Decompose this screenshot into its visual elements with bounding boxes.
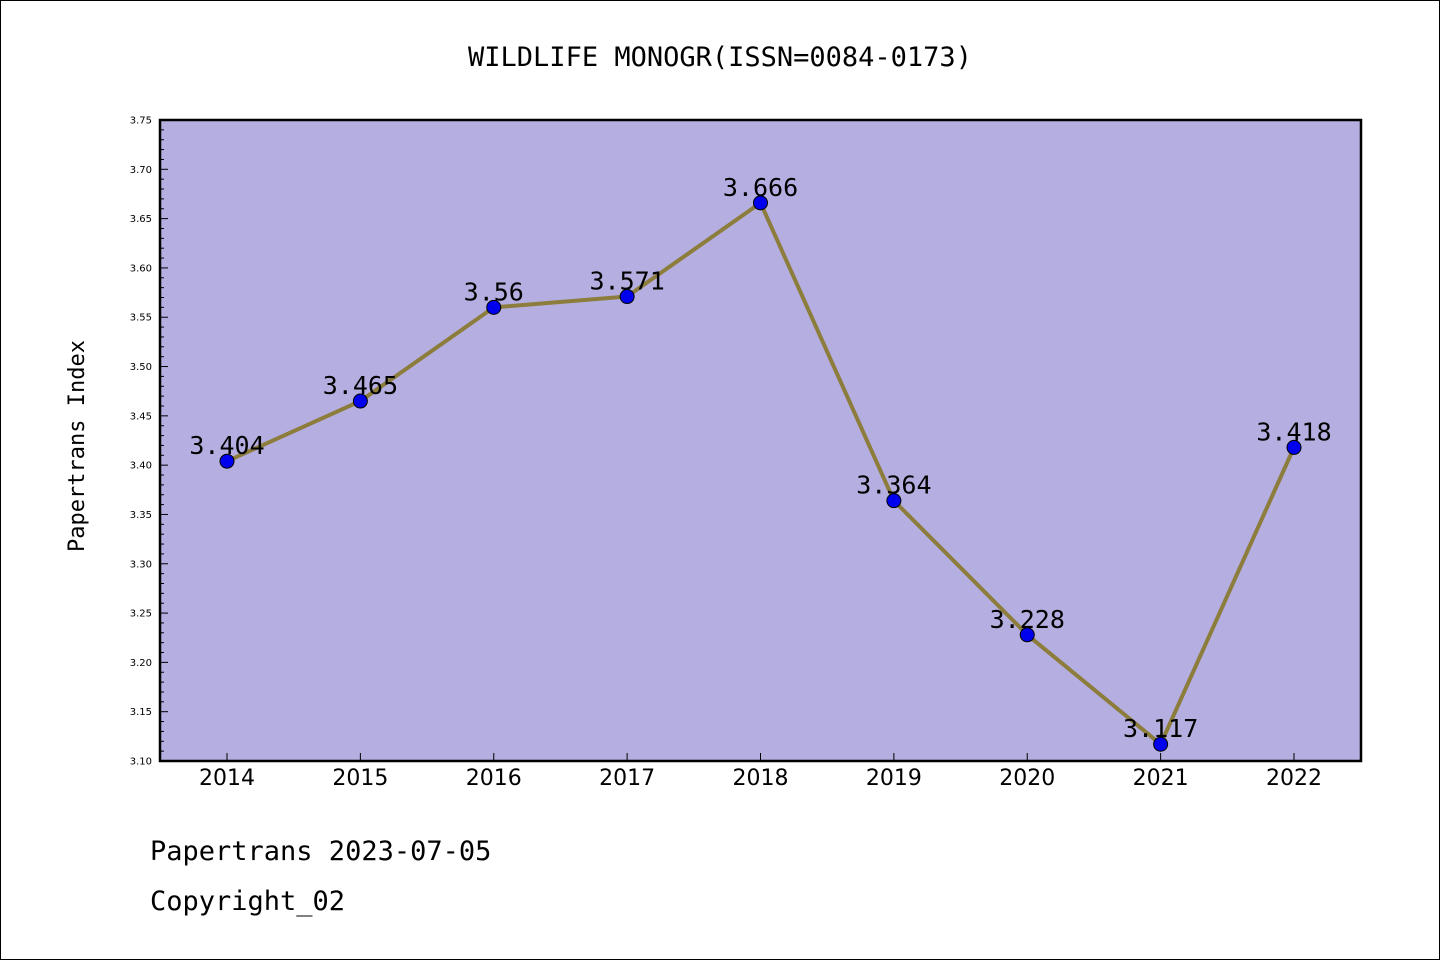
data-point: [753, 195, 768, 211]
data-label: 3.418: [1256, 417, 1331, 446]
x-axis: 2014 2015 2016 2017 2018 2019 2020 2021 2022: [199, 753, 1322, 791]
data-label: 3.571: [589, 267, 664, 296]
data-label: 3.465: [323, 371, 398, 400]
data-point: [1019, 627, 1035, 643]
data-label: 3.117: [1123, 714, 1198, 743]
y-tick-label: 3.30: [130, 559, 152, 570]
data-label: 3.666: [723, 173, 798, 202]
data-label: 3.404: [189, 431, 264, 460]
x-tick-label: 2021: [1133, 766, 1189, 791]
x-tick-label: 2020: [999, 766, 1055, 791]
x-tick-label: 2022: [1266, 766, 1322, 791]
x-tick-label: 2017: [599, 766, 655, 791]
series-markers: [219, 195, 1302, 752]
x-tick-label: 2014: [199, 766, 255, 791]
data-point: [219, 453, 235, 469]
plot-area: [158, 118, 1363, 763]
footer-copyright: Copyright_02: [150, 886, 346, 917]
data-label: 3.364: [856, 471, 931, 500]
data-label: 3.56: [464, 277, 524, 306]
y-tick-label: 3.40: [130, 461, 152, 472]
data-point: [886, 493, 902, 509]
y-tick-label: 3.55: [130, 313, 152, 324]
y-tick-label: 3.60: [130, 263, 152, 274]
data-point: [1286, 439, 1302, 455]
footer-date: Papertrans 2023-07-05: [150, 836, 492, 867]
data-point: [486, 299, 502, 315]
chart-title: WILDLIFE MONOGR(ISSN=0084-0173): [468, 42, 972, 73]
y-tick-label: 3.35: [130, 510, 152, 521]
y-tick-label: 3.15: [130, 707, 152, 718]
y-tick-label: 3.45: [130, 411, 152, 422]
data-label: 3.228: [990, 605, 1065, 634]
y-tick-label: 3.10: [130, 757, 152, 768]
y-tick-label: 3.70: [130, 165, 152, 176]
y-tick-label: 3.65: [130, 214, 152, 225]
x-tick-label: 2018: [733, 766, 789, 791]
x-tick-label: 2015: [332, 766, 388, 791]
data-labels: 3.404 3.465 3.56 3.571 3.666 3.364 3.228 3.117 3…: [189, 173, 1331, 743]
data-point: [619, 289, 635, 305]
y-tick-label: 3.20: [130, 658, 152, 669]
x-tick-label: 2019: [866, 766, 922, 791]
x-tick-label: 2016: [466, 766, 522, 791]
y-axis-label: Papertrans Index: [65, 340, 90, 552]
y-tick-label: 3.50: [130, 362, 152, 373]
data-point: [1153, 736, 1169, 752]
y-tick-label: 3.75: [130, 116, 152, 127]
y-axis: 3.10 3.15 3.20 3.25 3.30 3.35 3.40 3.45 3.50 3.55…: [130, 116, 168, 768]
y-tick-label: 3.25: [130, 609, 152, 620]
data-point: [352, 393, 368, 409]
